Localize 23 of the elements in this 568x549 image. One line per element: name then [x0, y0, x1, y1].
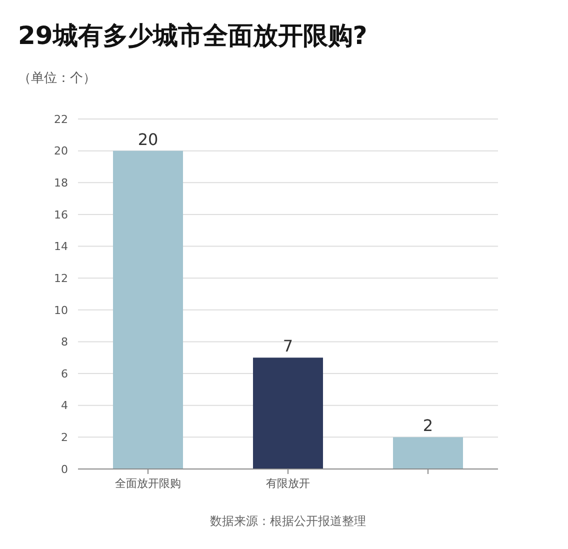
y-tick-label: 18: [54, 176, 68, 190]
data-label: 2: [422, 416, 434, 436]
y-tick-label: 2: [61, 431, 68, 444]
y-tick-label: 12: [54, 272, 68, 285]
bar: [393, 437, 463, 469]
y-tick-label: 10: [54, 304, 68, 317]
y-tick-label: 14: [54, 240, 68, 254]
y-axis-title: （单位：个）: [18, 71, 96, 86]
y-tick-label: 0: [61, 462, 68, 476]
data-label: 20: [138, 130, 158, 149]
bar: [113, 150, 183, 469]
y-tick-label: 4: [61, 399, 68, 412]
x-tick-label: 有限放开: [266, 477, 310, 490]
y-tick-label: 6: [61, 367, 68, 380]
y-tick-label: 8: [61, 336, 68, 349]
bar: [253, 358, 323, 469]
y-tick-label: 20: [54, 144, 68, 158]
y-tick-label: 22: [54, 112, 68, 126]
y-tick-label: 16: [54, 208, 68, 222]
data-label: 7: [282, 336, 294, 356]
x-tick-label: 全面放开限购: [115, 477, 181, 490]
source-note: 数据来源：根据公开报道整理: [210, 514, 366, 528]
chart-title: 29城有多少城市全面放开限购?: [18, 21, 368, 50]
